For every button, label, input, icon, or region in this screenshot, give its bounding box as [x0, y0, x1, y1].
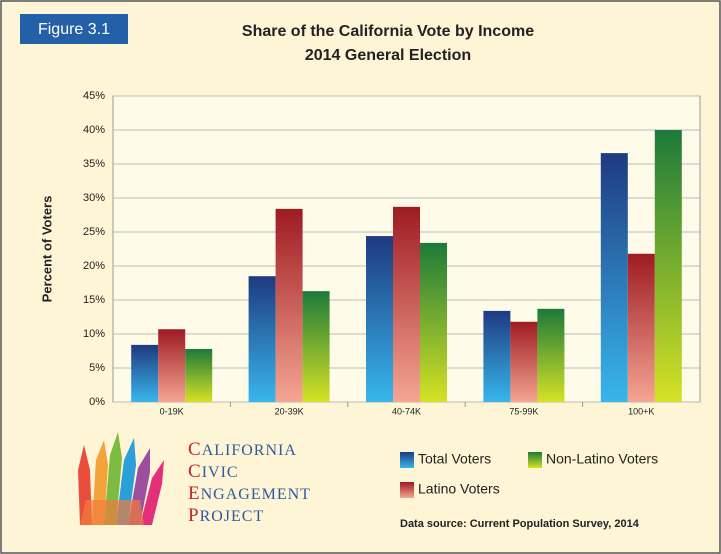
y-tick-label: 40%	[83, 124, 105, 136]
bar	[483, 310, 511, 402]
chart-title: Share of the California Vote by Income	[242, 23, 534, 40]
y-tick-label: 35%	[83, 158, 105, 170]
bar	[510, 321, 538, 402]
figure-badge	[20, 14, 128, 44]
bar	[248, 276, 276, 402]
legend-swatch	[528, 452, 542, 468]
legend-swatch	[400, 452, 414, 468]
bar	[393, 206, 420, 402]
data-source: Data source: Current Population Survey, …	[400, 518, 640, 530]
x-tick-label: 20-39K	[275, 406, 304, 416]
x-tick-label: 0-19K	[160, 406, 184, 416]
y-tick-label: 30%	[83, 192, 105, 204]
y-tick-label: 0%	[89, 396, 105, 408]
y-tick-label: 45%	[83, 90, 105, 102]
bar	[158, 329, 186, 402]
bar	[275, 208, 303, 402]
bar	[654, 130, 682, 402]
logo-hands	[78, 432, 164, 525]
y-tick-label: 5%	[89, 362, 105, 374]
logo-text: ENGAGEMENT	[188, 483, 311, 504]
x-tick-label: 75-99K	[509, 406, 538, 416]
legend-label: Latino Voters	[418, 481, 500, 497]
legend-label: Total Voters	[418, 451, 491, 467]
legend-label: Non-Latino Voters	[546, 451, 658, 467]
logo-text: CIVIC	[188, 461, 239, 482]
y-tick-label: 20%	[83, 260, 105, 272]
bar	[627, 253, 655, 402]
x-tick-label: 100+K	[628, 406, 654, 416]
x-tick-label: 40-74K	[392, 406, 421, 416]
logo-text: PROJECT	[188, 505, 264, 526]
bar	[185, 348, 213, 402]
bar	[420, 242, 447, 402]
legend-swatch	[400, 482, 414, 498]
bar	[366, 236, 393, 402]
y-tick-label: 15%	[83, 294, 105, 306]
bar	[600, 153, 628, 402]
y-tick-label: 25%	[83, 226, 105, 238]
logo-text: CALIFORNIA	[188, 439, 297, 460]
y-axis-label: Percent of Voters	[39, 196, 54, 303]
chart-subtitle: 2014 General Election	[305, 47, 471, 64]
bar	[302, 291, 330, 402]
figure-label: Figure 3.1	[38, 21, 110, 38]
bar	[537, 308, 565, 402]
y-tick-label: 10%	[83, 328, 105, 340]
bar	[131, 344, 159, 402]
